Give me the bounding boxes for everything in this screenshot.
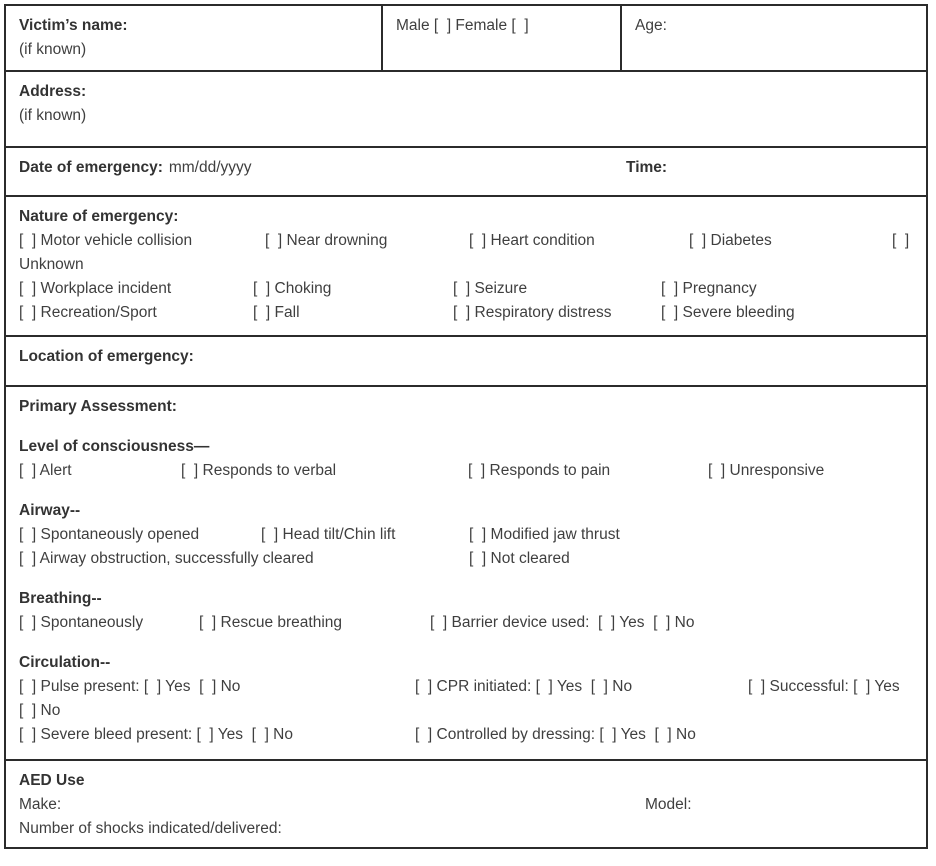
nature-option-pregnancy[interactable]: [ ] Pregnancy <box>661 280 757 297</box>
nature-option-unknown-checkbox[interactable]: [ ] <box>892 232 910 249</box>
sex-cell[interactable]: Male [ ] Female [ ] <box>383 6 622 70</box>
primary-assessment-cell: Primary Assessment: Level of consciousne… <box>6 387 926 759</box>
airway-option-spontaneously-opened[interactable]: [ ] Spontaneously opened <box>19 526 200 543</box>
nature-option-recreation-sport[interactable]: [ ] Recreation/Sport <box>19 304 157 321</box>
consciousness-option-responds-to-pain[interactable]: [ ] Responds to pain <box>468 462 611 479</box>
nature-option-unknown-label[interactable]: Unknown <box>19 256 84 273</box>
age-cell[interactable]: Age: <box>622 6 926 70</box>
nature-option-workplace-incident[interactable]: [ ] Workplace incident <box>19 280 172 297</box>
breathing-heading: Breathing-- <box>19 590 102 607</box>
address-row: Address: (if known) <box>6 72 926 148</box>
circulation-option-cpr-initiated[interactable]: [ ] CPR initiated: [ ] Yes [ ] No <box>415 678 633 695</box>
date-time-cell[interactable]: Date of emergency: mm/dd/yyyy Time: <box>6 148 926 195</box>
breathing-option-spontaneously[interactable]: [ ] Spontaneously <box>19 614 144 631</box>
airway-option-not-cleared[interactable]: [ ] Not cleared <box>469 550 570 567</box>
date-of-emergency-label: Date of emergency: <box>19 159 163 176</box>
assessment-spacer-3 <box>19 571 914 587</box>
circulation-option-severe-bleed-present[interactable]: [ ] Severe bleed present: [ ] Yes [ ] No <box>19 726 293 743</box>
nature-option-motor-vehicle-collision[interactable]: [ ] Motor vehicle collision <box>19 232 193 249</box>
address-sub-label: (if known) <box>19 107 87 124</box>
circulation-options-row-2: [ ] Severe bleed present: [ ] Yes [ ] No… <box>19 723 914 747</box>
consciousness-option-unresponsive[interactable]: [ ] Unresponsive <box>708 462 825 479</box>
age-label: Age: <box>635 17 667 34</box>
circulation-options-row-1: [ ] Pulse present: [ ] Yes [ ] No [ ] CP… <box>19 675 914 699</box>
time-label: Time: <box>626 159 668 176</box>
airway-option-head-tilt-chin-lift[interactable]: [ ] Head tilt/Chin lift <box>261 526 396 543</box>
sex-checkbox-group[interactable]: Male [ ] Female [ ] <box>396 17 529 34</box>
breathing-options-row-1: [ ] Spontaneously [ ] Rescue breathing [… <box>19 611 914 635</box>
circulation-option-controlled-by-dressing[interactable]: [ ] Controlled by dressing: [ ] Yes [ ] … <box>415 726 696 743</box>
nature-options-row-3: [ ] Recreation/Sport [ ] Fall [ ] Respir… <box>19 301 914 325</box>
aed-make-model-line: Make: Model: <box>19 793 914 817</box>
aed-model-label[interactable]: Model: <box>645 796 692 813</box>
address-label: Address: <box>19 83 87 100</box>
location-of-emergency-label: Location of emergency: <box>19 348 194 365</box>
level-of-consciousness-options: [ ] Alert [ ] Responds to verbal [ ] Res… <box>19 459 914 483</box>
nature-of-emergency-heading: Nature of emergency: <box>19 208 179 225</box>
assessment-spacer-4 <box>19 635 914 651</box>
primary-assessment-row: Primary Assessment: Level of consciousne… <box>6 387 926 761</box>
breathing-option-rescue-breathing[interactable]: [ ] Rescue breathing <box>199 614 343 631</box>
nature-option-fall[interactable]: [ ] Fall <box>253 304 300 321</box>
assessment-spacer-2 <box>19 483 914 499</box>
airway-option-modified-jaw-thrust[interactable]: [ ] Modified jaw thrust <box>469 526 620 543</box>
nature-option-diabetes[interactable]: [ ] Diabetes <box>689 232 772 249</box>
nature-option-respiratory-distress[interactable]: [ ] Respiratory distress <box>453 304 612 321</box>
aed-use-row: AED Use Make: Model: Number of shocks in… <box>6 761 926 847</box>
aed-use-cell: AED Use Make: Model: Number of shocks in… <box>6 761 926 847</box>
address-cell[interactable]: Address: (if known) <box>6 72 926 146</box>
consciousness-option-alert[interactable]: [ ] Alert <box>19 462 72 479</box>
aed-make-label[interactable]: Make: <box>19 796 62 813</box>
assessment-spacer-1 <box>19 419 914 435</box>
circulation-option-pulse-present[interactable]: [ ] Pulse present: [ ] Yes [ ] No <box>19 678 241 695</box>
aed-use-heading: AED Use <box>19 772 85 789</box>
nature-option-severe-bleeding[interactable]: [ ] Severe bleeding <box>661 304 795 321</box>
date-of-emergency-value[interactable]: mm/dd/yyyy <box>168 159 252 176</box>
nature-option-heart-condition[interactable]: [ ] Heart condition <box>469 232 595 249</box>
location-cell[interactable]: Location of emergency: <box>6 337 926 385</box>
airway-heading: Airway-- <box>19 502 81 519</box>
victim-name-cell[interactable]: Victim’s name: (if known) <box>6 6 383 70</box>
circulation-heading: Circulation-- <box>19 654 111 671</box>
airway-options-row-1: [ ] Spontaneously opened [ ] Head tilt/C… <box>19 523 914 547</box>
victim-name-sub-label: (if known) <box>19 41 87 58</box>
circulation-option-successful-no[interactable]: [ ] No <box>19 702 61 719</box>
airway-option-obstruction-cleared[interactable]: [ ] Airway obstruction, successfully cle… <box>19 550 314 567</box>
identity-row: Victim’s name: (if known) Male [ ] Femal… <box>6 6 926 72</box>
nature-of-emergency-row: Nature of emergency: [ ] Motor vehicle c… <box>6 197 926 337</box>
nature-of-emergency-cell: Nature of emergency: [ ] Motor vehicle c… <box>6 197 926 335</box>
nature-option-choking[interactable]: [ ] Choking <box>253 280 332 297</box>
date-time-line: Date of emergency: mm/dd/yyyy Time: <box>19 156 914 180</box>
consciousness-option-responds-to-verbal[interactable]: [ ] Responds to verbal <box>181 462 337 479</box>
airway-options-row-2: [ ] Airway obstruction, successfully cle… <box>19 547 914 571</box>
aed-shocks-label[interactable]: Number of shocks indicated/delivered: <box>19 820 282 837</box>
primary-assessment-heading: Primary Assessment: <box>19 398 177 415</box>
nature-option-near-drowning[interactable]: [ ] Near drowning <box>265 232 388 249</box>
date-time-row: Date of emergency: mm/dd/yyyy Time: <box>6 148 926 197</box>
victim-name-label: Victim’s name: <box>19 17 128 34</box>
circulation-option-successful-yes[interactable]: [ ] Successful: [ ] Yes <box>748 678 900 695</box>
location-row: Location of emergency: <box>6 337 926 387</box>
breathing-option-barrier-device-used[interactable]: [ ] Barrier device used: [ ] Yes [ ] No <box>430 614 695 631</box>
nature-options-row-2: [ ] Workplace incident [ ] Choking [ ] S… <box>19 277 914 301</box>
emergency-response-form: Victim’s name: (if known) Male [ ] Femal… <box>4 4 928 849</box>
level-of-consciousness-heading: Level of consciousness— <box>19 438 210 455</box>
nature-option-seizure[interactable]: [ ] Seizure <box>453 280 528 297</box>
nature-options-row-1: [ ] Motor vehicle collision [ ] Near dro… <box>19 229 914 253</box>
